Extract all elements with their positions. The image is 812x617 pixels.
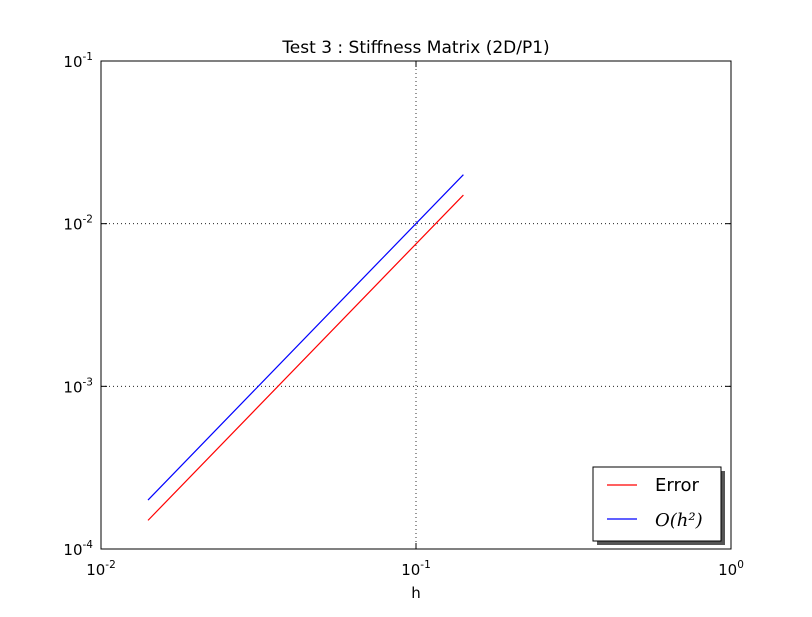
- tick-labels: 10-2 10-1 100 10-4 10-3 10-2 10-1: [63, 51, 743, 579]
- legend-label-error: Error: [655, 475, 699, 496]
- y-tick-label: 10-3: [63, 376, 93, 396]
- y-tick-label: 10-2: [63, 214, 93, 234]
- legend[interactable]: Error O(h²): [592, 466, 725, 545]
- x-tick-label: 100: [718, 559, 744, 579]
- x-axis-label: h: [411, 584, 421, 602]
- legend-box: [592, 466, 722, 542]
- series-lines: [147, 174, 464, 521]
- x-tick-label: 10-1: [401, 559, 431, 579]
- y-tick-label: 10-4: [63, 539, 93, 559]
- legend-label-order: O(h²): [655, 510, 703, 531]
- x-tick-label: 10-2: [86, 559, 116, 579]
- series-line-order-h2: [147, 174, 464, 501]
- chart-title: Test 3 : Stiffness Matrix (2D/P1): [281, 38, 549, 58]
- series-line-error: [147, 194, 464, 521]
- ticks: [100, 60, 732, 550]
- y-tick-label: 10-1: [63, 51, 93, 71]
